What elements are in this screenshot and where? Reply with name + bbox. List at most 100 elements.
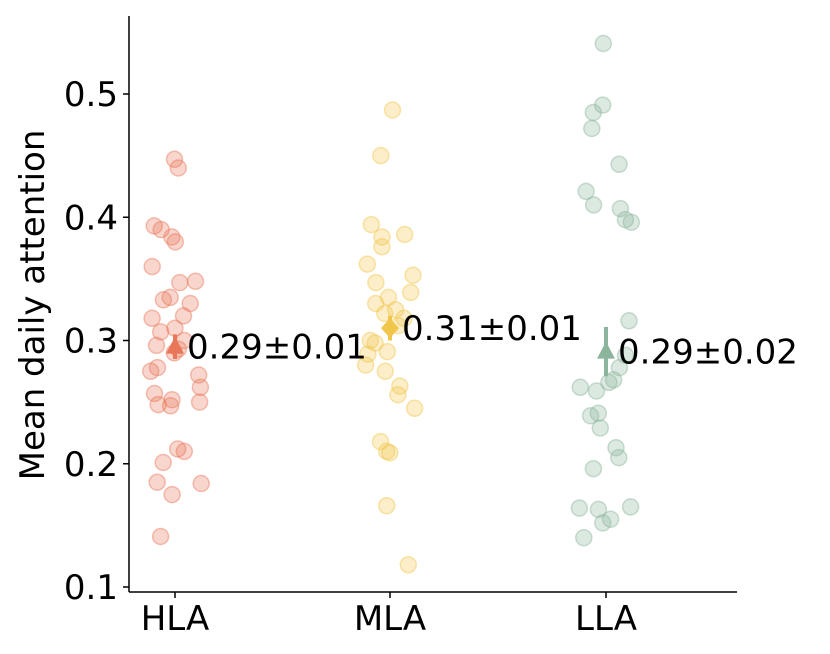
data-point <box>383 101 402 119</box>
data-point <box>610 448 628 467</box>
data-point <box>371 432 390 451</box>
data-point <box>186 272 205 291</box>
data-point <box>589 500 608 519</box>
data-point <box>379 288 398 307</box>
data-point <box>163 485 181 504</box>
mean-marker <box>381 318 399 339</box>
data-point <box>181 294 199 313</box>
data-point <box>587 382 606 400</box>
y-tick-label: 0.2 <box>64 445 118 485</box>
data-point <box>143 257 161 276</box>
data-point <box>622 213 641 231</box>
data-point <box>366 294 385 313</box>
x-tick-label: MLA <box>354 599 426 639</box>
data-point <box>594 34 613 53</box>
data-point <box>192 474 210 493</box>
data-point <box>620 312 638 330</box>
data-point <box>169 159 188 177</box>
data-point <box>372 146 390 165</box>
data-point <box>378 342 397 361</box>
x-tick-label: LLA <box>575 599 637 639</box>
data-point <box>395 309 413 328</box>
data-point <box>154 291 173 309</box>
data-point <box>391 377 409 395</box>
data-point <box>405 399 424 418</box>
data-points <box>141 34 641 574</box>
data-point <box>604 371 623 389</box>
y-axis-label: Mean daily attention <box>13 130 53 481</box>
data-point <box>151 527 170 546</box>
data-point <box>377 496 396 515</box>
y-tick-label: 0.1 <box>64 568 118 608</box>
y-tick-label: 0.5 <box>64 75 118 115</box>
data-point <box>161 288 179 307</box>
data-point <box>189 366 208 384</box>
data-point <box>584 103 603 122</box>
data-point <box>395 225 414 244</box>
data-point <box>174 307 193 325</box>
data-point <box>611 199 630 218</box>
data-point <box>361 331 380 350</box>
data-point <box>376 362 395 381</box>
mean-marker <box>597 341 615 359</box>
data-point <box>163 228 181 246</box>
data-point <box>386 300 405 319</box>
x-tick-label: HLA <box>141 599 210 639</box>
data-point <box>148 473 166 491</box>
data-point <box>581 406 600 425</box>
data-point <box>359 345 377 363</box>
data-point <box>610 358 629 377</box>
data-point <box>145 217 163 235</box>
data-point <box>577 182 595 201</box>
data-point <box>152 220 170 239</box>
data-point <box>151 323 170 341</box>
mean-marker <box>166 336 184 354</box>
data-point <box>191 378 210 397</box>
data-point <box>616 346 635 365</box>
data-point <box>621 498 640 516</box>
data-point <box>148 358 167 377</box>
mean-value-label: 0.31±0.01 <box>402 309 582 349</box>
data-point <box>367 273 385 292</box>
data-point <box>571 378 590 397</box>
data-point <box>575 528 593 547</box>
data-point <box>399 556 418 574</box>
data-point <box>145 384 164 403</box>
data-point <box>389 385 407 404</box>
data-point <box>147 336 166 355</box>
data-point <box>584 196 603 214</box>
data-point <box>143 309 161 328</box>
data-point <box>584 459 603 478</box>
mean-annotations: 0.29±0.01 0.31±0.01 0.29±0.02 <box>187 309 798 372</box>
data-point <box>149 395 167 414</box>
y-tick-label: 0.3 <box>64 322 118 362</box>
data-point <box>373 228 391 246</box>
data-point <box>610 155 628 174</box>
data-point <box>373 238 391 256</box>
x-tick-labels: HLA MLA LLA <box>141 592 637 639</box>
data-point <box>166 233 185 251</box>
data-point <box>366 334 384 352</box>
data-point <box>171 273 189 292</box>
data-point <box>377 442 396 461</box>
data-point <box>616 210 635 229</box>
data-point <box>600 373 618 392</box>
data-point <box>165 150 184 169</box>
data-point <box>594 514 612 532</box>
data-point <box>168 440 187 458</box>
data-point <box>601 510 620 528</box>
data-point <box>589 404 608 422</box>
data-point <box>141 362 160 381</box>
data-point <box>154 453 172 472</box>
data-point <box>356 356 375 374</box>
group-means <box>166 315 615 377</box>
data-point <box>161 397 180 415</box>
data-point <box>190 393 209 411</box>
mean-value-label: 0.29±0.02 <box>618 333 798 373</box>
mean-value-label: 0.29±0.01 <box>187 328 367 368</box>
data-point <box>593 96 612 114</box>
data-point <box>362 215 381 234</box>
data-point <box>570 499 589 517</box>
data-point <box>358 255 377 273</box>
